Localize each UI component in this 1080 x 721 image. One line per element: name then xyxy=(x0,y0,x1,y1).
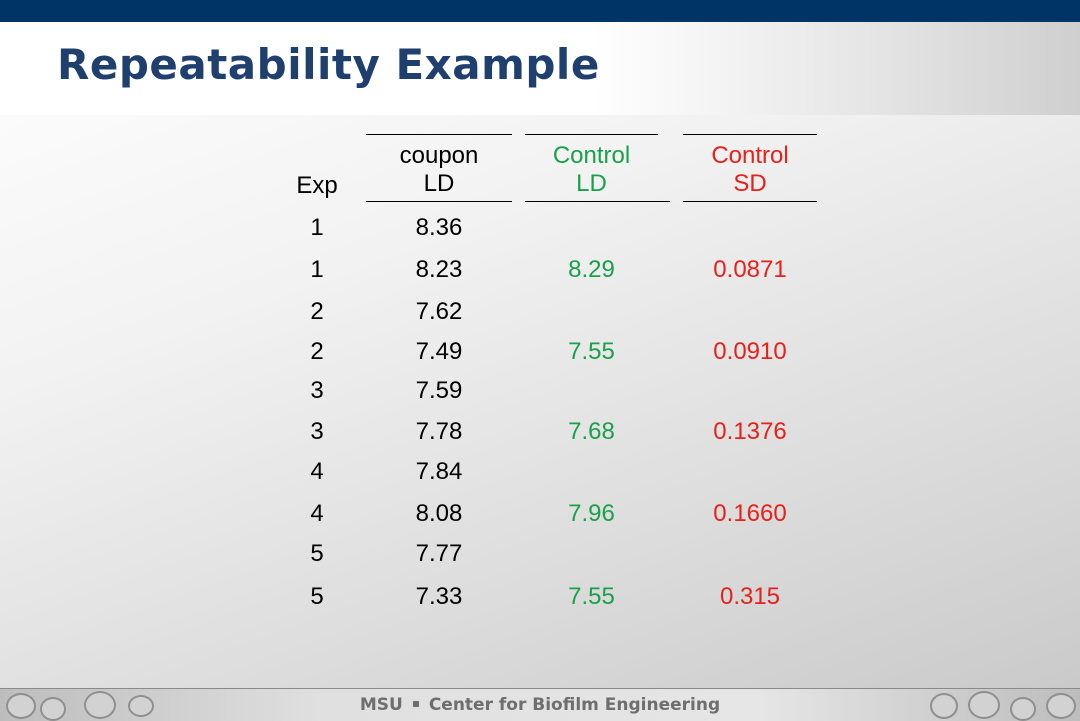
cell-coupon-ld: 7.78 xyxy=(415,418,463,445)
header-control-ld-line1: Control xyxy=(552,142,631,169)
header-coupon-ld-line1: coupon xyxy=(399,142,479,169)
biofilm-decoration-icon xyxy=(1046,693,1076,719)
cell-exp: 3 xyxy=(310,377,324,404)
header-coupon-ld-line2: LD xyxy=(423,170,455,197)
header-exp-label: Exp xyxy=(296,172,338,199)
footer-org: MSU xyxy=(359,695,403,715)
page-title: Repeatability Example xyxy=(57,40,600,89)
control-sd-header-bottom-rule xyxy=(683,201,817,202)
biofilm-decoration-icon xyxy=(930,693,958,719)
header-control-sd-line2: SD xyxy=(733,170,767,197)
cell-control-sd: 0.315 xyxy=(719,583,781,610)
cell-control-sd: 0.0910 xyxy=(713,338,787,365)
top-bar xyxy=(0,0,1080,22)
cell-coupon-ld: 7.49 xyxy=(415,338,463,365)
biofilm-decoration-icon xyxy=(968,691,1000,719)
header-control-ld-line2: LD xyxy=(576,170,607,197)
cell-coupon-ld: 7.62 xyxy=(415,298,463,325)
footer-bullet-icon xyxy=(412,701,419,707)
footer-bar: MSU Center for Biofilm Engineering xyxy=(0,688,1080,721)
cell-exp: 3 xyxy=(310,418,324,445)
header-control-ld: Control LD xyxy=(525,142,658,198)
biofilm-decoration-icon xyxy=(40,697,66,721)
cell-coupon-ld: 7.33 xyxy=(415,583,463,610)
footer-center-name: Center for Biofilm Engineering xyxy=(428,695,721,715)
coupon-ld-header-bottom-rule xyxy=(366,201,512,202)
header-control-sd: Control SD xyxy=(683,142,817,198)
cell-coupon-ld: 7.84 xyxy=(415,458,463,485)
cell-exp: 2 xyxy=(310,298,324,325)
header-exp: Exp xyxy=(277,172,357,200)
cell-control-ld: 7.68 xyxy=(568,418,615,445)
coupon-ld-header-top-rule xyxy=(366,134,512,135)
cell-control-sd: 0.0871 xyxy=(713,256,787,283)
cell-control-ld: 7.55 xyxy=(568,338,615,365)
cell-exp: 4 xyxy=(310,500,324,527)
cell-exp: 5 xyxy=(310,540,324,567)
cell-exp: 5 xyxy=(310,583,324,610)
cell-control-ld: 7.55 xyxy=(568,583,615,610)
cell-exp: 2 xyxy=(310,338,324,365)
cell-coupon-ld: 8.36 xyxy=(415,214,463,241)
cell-coupon-ld: 8.23 xyxy=(415,256,463,283)
header-coupon-ld: coupon LD xyxy=(366,142,512,198)
title-band xyxy=(0,22,1080,115)
cell-exp: 1 xyxy=(310,256,324,283)
cell-control-sd: 0.1660 xyxy=(713,500,787,527)
control-sd-header-top-rule xyxy=(683,134,817,135)
cell-coupon-ld: 7.77 xyxy=(415,540,463,567)
control-ld-header-top-rule xyxy=(525,134,658,135)
cell-coupon-ld: 8.08 xyxy=(415,500,463,527)
biofilm-decoration-icon xyxy=(6,693,36,719)
header-control-sd-line1: Control xyxy=(711,142,789,169)
cell-coupon-ld: 7.59 xyxy=(415,377,463,404)
biofilm-decoration-icon xyxy=(84,691,116,719)
cell-exp: 1 xyxy=(310,214,324,241)
footer-label: MSU Center for Biofilm Engineering xyxy=(0,695,1080,715)
biofilm-decoration-icon xyxy=(128,695,154,717)
control-ld-header-bottom-rule xyxy=(525,201,670,202)
cell-control-sd: 0.1376 xyxy=(713,418,787,445)
cell-control-ld: 7.96 xyxy=(568,500,615,527)
cell-exp: 4 xyxy=(310,458,324,485)
cell-control-ld: 8.29 xyxy=(568,256,615,283)
